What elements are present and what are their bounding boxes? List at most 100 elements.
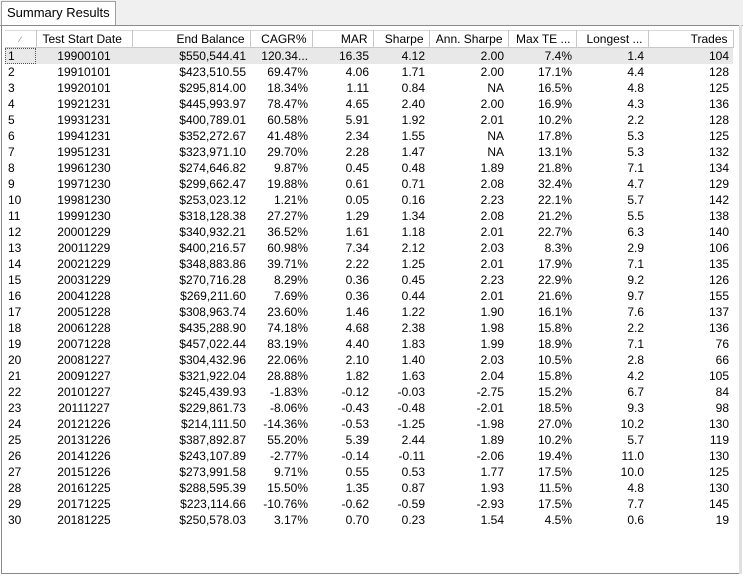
- table-row[interactable]: 29 20171225 $223,114.66 -10.76% -0.62 -0.59 -2…: [5, 496, 733, 512]
- ann-sharpe-cell: 2.23: [480, 193, 504, 207]
- table-row[interactable]: 18 20061228 $435,288.90 74.18% 4.68 2.38 1.98 1…: [5, 320, 733, 336]
- table-row[interactable]: 27 20151226 $273,991.58 9.71% 0.55 0.53 1.77 17…: [5, 464, 733, 480]
- table-row[interactable]: 23 20111227 $229,861.73 -8.06% -0.43 -0.48 -2.…: [5, 400, 733, 416]
- cagr-cell: 55.20%: [267, 433, 308, 447]
- longest-cell: 10.2: [620, 417, 644, 431]
- table-row[interactable]: 28 20161225 $288,595.39 15.50% 1.35 0.87 1.93 1…: [5, 480, 733, 496]
- test-start-date-cell: 20111227: [58, 401, 110, 415]
- row-index: 14: [8, 257, 22, 271]
- sharpe-cell: 2.40: [401, 97, 425, 111]
- table-row[interactable]: 17 20051228 $308,963.74 23.60% 1.46 1.22 1.90 1…: [5, 304, 733, 320]
- trades-cell: 130: [708, 449, 729, 463]
- sharpe-cell: 0.23: [401, 513, 425, 527]
- row-index: 21: [8, 369, 22, 383]
- table-row[interactable]: 1 19900101 $550,544.41 120.34... 16.35 4.12 2.…: [5, 47, 733, 64]
- end-balance-cell: $323,971.10: [179, 145, 246, 159]
- longest-cell: 9.7: [627, 289, 644, 303]
- column-header-start-date[interactable]: Test Start Date: [36, 30, 133, 48]
- max-te-cell: 19.4%: [537, 449, 572, 463]
- row-index: 16: [8, 289, 22, 303]
- max-te-cell: 16.9%: [537, 97, 572, 111]
- max-te-cell: 18.9%: [537, 337, 572, 351]
- trades-cell: 135: [708, 257, 729, 271]
- cagr-cell: 23.60%: [267, 305, 308, 319]
- table-row[interactable]: 22 20101227 $245,439.93 -1.83% -0.12 -0.03 -2.…: [5, 384, 733, 400]
- end-balance-cell: $299,662.47: [179, 177, 246, 191]
- row-index: 12: [8, 225, 22, 239]
- column-header-mar[interactable]: MAR: [312, 30, 374, 48]
- column-header-max-te[interactable]: Max TE ...: [508, 30, 577, 48]
- trades-cell: 125: [708, 129, 729, 143]
- ann-sharpe-cell: -1.98: [476, 417, 504, 431]
- ann-sharpe-cell: 2.01: [480, 113, 504, 127]
- table-row[interactable]: 19 20071228 $457,022.44 83.19% 4.40 1.83 1.99 1…: [5, 336, 733, 352]
- table-row[interactable]: 11 19991230 $318,128.38 27.27% 1.29 1.34 2.08 2…: [5, 208, 733, 224]
- table-row[interactable]: 7 19951231 $323,971.10 29.70% 2.28 1.47 NA 13.1…: [5, 144, 733, 160]
- longest-cell: 7.1: [627, 257, 644, 271]
- end-balance-cell: $243,107.89: [179, 449, 246, 463]
- trades-cell: 145: [708, 497, 729, 511]
- ann-sharpe-cell: NA: [487, 81, 504, 95]
- table-row[interactable]: 9 19971230 $299,662.47 19.88% 0.61 0.71 2.08 32…: [5, 176, 733, 192]
- table-row[interactable]: 4 19921231 $445,993.97 78.47% 4.65 2.40 2.00 16…: [5, 96, 733, 112]
- table-row[interactable]: 12 20001229 $340,932.21 36.52% 1.61 1.18 2.01 2…: [5, 224, 733, 240]
- longest-cell: 7.1: [627, 161, 644, 175]
- column-header-end-balance[interactable]: End Balance: [132, 30, 251, 48]
- sharpe-cell: 1.40: [401, 353, 425, 367]
- column-header-index[interactable]: ∕: [5, 30, 37, 48]
- column-header-longest[interactable]: Longest ...: [576, 30, 649, 48]
- row-index: 23: [8, 401, 22, 415]
- max-te-cell: 15.8%: [537, 321, 572, 335]
- mar-cell: 2.10: [345, 353, 369, 367]
- cagr-cell: -2.77%: [269, 449, 308, 463]
- longest-cell: 6.3: [627, 225, 644, 239]
- column-header-ann-sharpe[interactable]: Ann. Sharpe: [429, 30, 509, 48]
- end-balance-cell: $273,991.58: [179, 465, 246, 479]
- table-row[interactable]: 26 20141226 $243,107.89 -2.77% -0.14 -0.11 -2.…: [5, 448, 733, 464]
- table-row[interactable]: 24 20121226 $214,111.50 -14.36% -0.53 -1.25 -1…: [5, 416, 733, 432]
- table-row[interactable]: 5 19931231 $400,789.01 60.58% 5.91 1.92 2.01 10…: [5, 112, 733, 128]
- table-row[interactable]: 6 19941231 $352,272.67 41.48% 2.34 1.55 NA 17.8…: [5, 128, 733, 144]
- mar-cell: -0.62: [341, 497, 369, 511]
- mar-cell: 4.65: [345, 97, 369, 111]
- mar-cell: -0.14: [341, 449, 369, 463]
- end-balance-cell: $550,544.41: [132, 47, 250, 64]
- table-row[interactable]: 25 20131226 $387,892.87 55.20% 5.39 2.44 1.89 1…: [5, 432, 733, 448]
- longest-cell: 5.7: [627, 193, 644, 207]
- table-row[interactable]: 13 20011229 $400,216.57 60.98% 7.34 2.12 2.03 8…: [5, 240, 733, 256]
- trades-cell: 128: [708, 65, 729, 79]
- column-header-sharpe[interactable]: Sharpe: [373, 30, 430, 48]
- table-row[interactable]: 2 19910101 $423,510.55 69.47% 4.06 1.71 2.00 17…: [5, 64, 733, 80]
- end-balance-cell: $229,861.73: [179, 401, 246, 415]
- table-row[interactable]: 10 19981230 $253,023.12 1.21% 0.05 0.16 2.23 22…: [5, 192, 733, 208]
- sharpe-cell: 1.22: [401, 305, 425, 319]
- longest-cell: 7.1: [627, 337, 644, 351]
- table-row[interactable]: 15 20031229 $270,716.28 8.29% 0.36 0.45 2.23 22…: [5, 272, 733, 288]
- cagr-cell: 7.69%: [273, 289, 308, 303]
- table-row[interactable]: 14 20021229 $348,883.86 39.71% 2.22 1.25 2.01 1…: [5, 256, 733, 272]
- longest-cell: 2.2: [627, 113, 644, 127]
- cagr-cell: -10.76%: [263, 497, 308, 511]
- test-start-date-cell: 19900101: [36, 47, 132, 64]
- longest-cell: 9.2: [627, 273, 644, 287]
- row-index: 7: [8, 145, 15, 159]
- ann-sharpe-cell: 1.99: [480, 337, 504, 351]
- mar-cell: 4.40: [345, 337, 369, 351]
- table-row[interactable]: 16 20041228 $269,211.60 7.69% 0.36 0.44 2.01 21…: [5, 288, 733, 304]
- table-row[interactable]: 20 20081227 $304,432.96 22.06% 2.10 1.40 2.03 1…: [5, 352, 733, 368]
- tab-summary-results[interactable]: Summary Results: [1, 1, 116, 25]
- sharpe-cell: 2.12: [401, 241, 425, 255]
- column-header-cagr[interactable]: CAGR%: [250, 30, 313, 48]
- table-row[interactable]: 30 20181225 $250,578.03 3.17% 0.70 0.23 1.54 4.…: [5, 512, 733, 528]
- column-header-trades[interactable]: Trades: [648, 30, 734, 48]
- mar-cell: 0.36: [345, 273, 369, 287]
- row-index: 10: [8, 193, 22, 207]
- table-row[interactable]: 8 19961230 $274,646.82 9.87% 0.45 0.48 1.89 21.…: [5, 160, 733, 176]
- longest-cell: 4.4: [627, 65, 644, 79]
- table-row[interactable]: 21 20091227 $321,922.04 28.88% 1.82 1.63 2.04 1…: [5, 368, 733, 384]
- mar-cell: -0.12: [341, 385, 369, 399]
- table-row[interactable]: 3 19920101 $295,814.00 18.34% 1.11 0.84 NA 16.5…: [5, 80, 733, 96]
- max-te-cell: 16.5%: [537, 81, 572, 95]
- trades-cell: 129: [708, 177, 729, 191]
- mar-cell: 0.61: [345, 177, 369, 191]
